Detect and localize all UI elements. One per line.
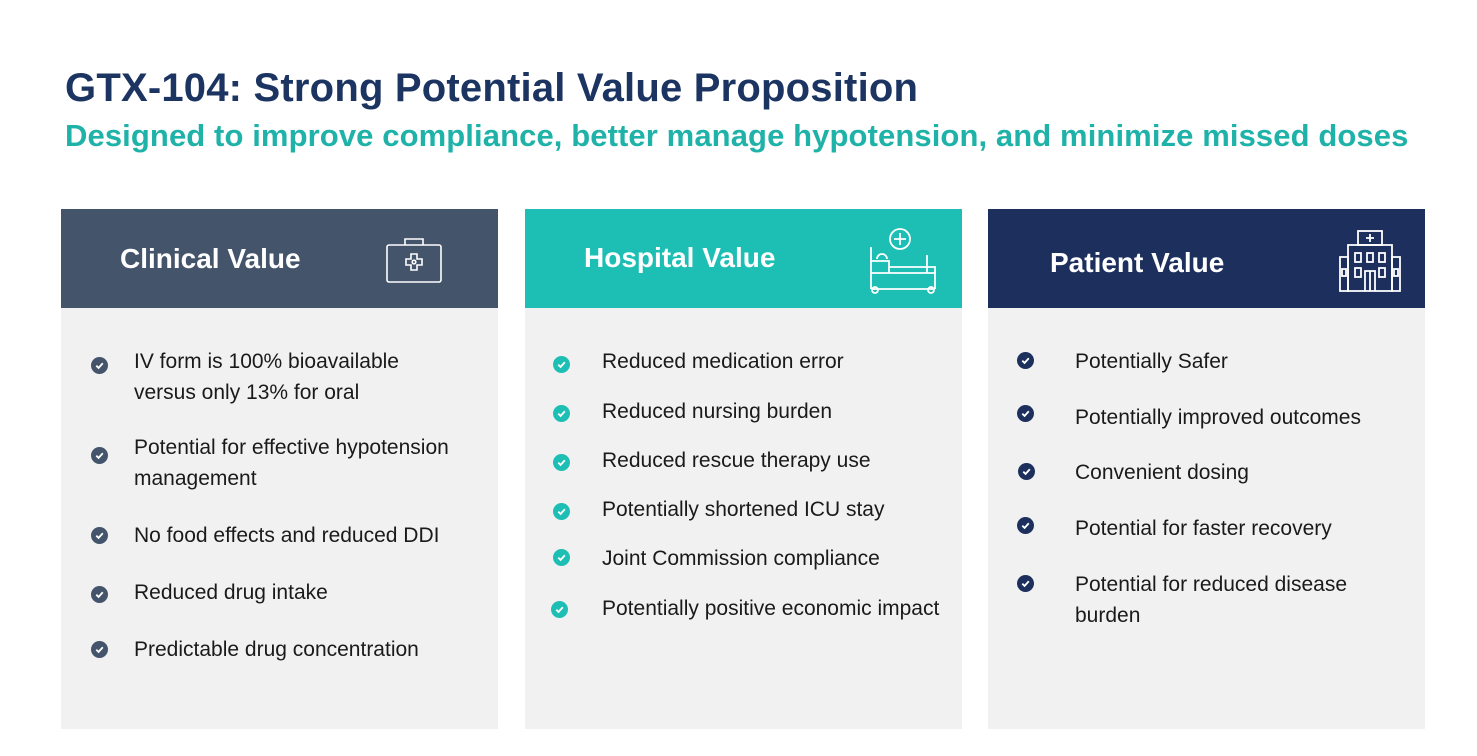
check-icon <box>1017 352 1034 369</box>
hospital-value-title: Hospital Value <box>584 242 776 273</box>
check-icon <box>553 454 570 471</box>
check-icon <box>553 405 570 422</box>
hospital-value-panel: Hospital Value Reduced medication error <box>525 209 962 729</box>
clinical-value-title: Clinical Value <box>120 243 301 274</box>
medical-kit-icon <box>385 235 443 290</box>
patient-value-header: Patient Value <box>988 209 1425 308</box>
check-icon <box>551 601 568 618</box>
check-icon <box>1017 575 1034 592</box>
check-icon <box>91 527 108 544</box>
check-icon <box>91 641 108 658</box>
clinical-value-panel: Clinical Value IV form is 100% bioavaila… <box>61 209 498 729</box>
check-icon <box>91 447 108 464</box>
page-subtitle: Designed to improve compliance, better m… <box>65 118 1409 153</box>
check-icon <box>91 586 108 603</box>
check-icon <box>553 549 570 566</box>
clinical-value-header: Clinical Value <box>61 209 498 308</box>
page-title: GTX-104: Strong Potential Value Proposit… <box>65 66 919 110</box>
check-icon <box>553 503 570 520</box>
check-icon <box>1017 517 1034 534</box>
check-icon <box>1017 405 1034 422</box>
hospital-value-header: Hospital Value <box>525 209 962 308</box>
hospital-building-icon <box>1338 229 1402 298</box>
check-icon <box>1018 463 1035 480</box>
patient-value-title: Patient Value <box>1050 247 1225 278</box>
patient-value-panel: Patient Value Potentially Safer <box>988 209 1425 729</box>
check-icon <box>91 357 108 374</box>
hospital-bed-icon <box>867 227 939 300</box>
check-icon <box>553 356 570 373</box>
